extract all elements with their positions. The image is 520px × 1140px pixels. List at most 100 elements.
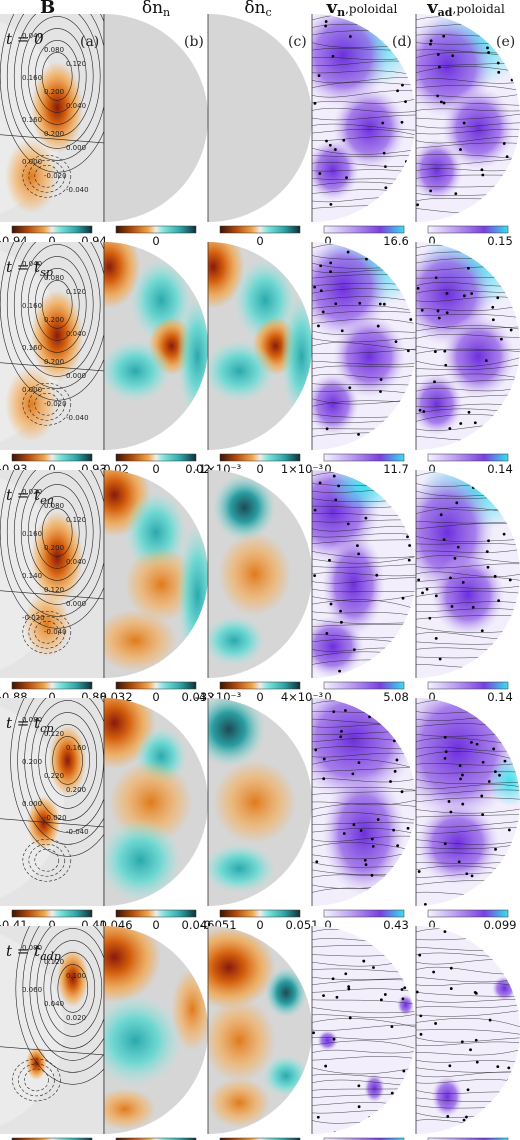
b-field-blob — [27, 795, 61, 850]
streamline-arrow — [445, 291, 449, 295]
streamline-arrow — [417, 578, 421, 582]
streamline — [416, 122, 520, 129]
streamline-arrow — [357, 552, 361, 556]
streamline-arrow — [442, 34, 446, 38]
contour-label: 0.100 — [66, 972, 86, 980]
streamline-arrow — [313, 508, 317, 512]
streamline-arrow — [340, 729, 343, 733]
contour-line-dashed — [28, 387, 66, 421]
streamline — [416, 136, 520, 144]
velocity-blob — [322, 770, 406, 896]
streamline-arrow — [400, 988, 404, 991]
streamline-arrow — [394, 340, 398, 343]
streamline-arrow — [487, 780, 491, 783]
streamline-arrow — [334, 302, 338, 306]
streamline — [416, 158, 520, 166]
density-blob — [171, 967, 208, 1051]
streamline-arrow — [318, 481, 322, 485]
streamline-arrow — [370, 837, 374, 841]
streamline — [312, 337, 416, 343]
streamline — [312, 752, 416, 758]
streamline-arrow — [324, 1064, 328, 1068]
contour-line-dashed — [34, 848, 60, 872]
streamline-arrow — [512, 1132, 516, 1134]
colorbar — [11, 681, 93, 690]
streamline-arrow — [390, 1025, 394, 1029]
streamline — [312, 556, 416, 564]
streamline-arrow — [437, 316, 441, 320]
colorbar — [115, 453, 197, 462]
streamline-arrow — [499, 413, 503, 417]
streamline-arrow — [446, 1115, 450, 1118]
streamline — [416, 1010, 520, 1017]
streamline — [312, 107, 416, 113]
contour-label: 0.040 — [66, 102, 86, 110]
streamline-arrow — [500, 428, 504, 432]
streamline-arrow — [447, 800, 451, 803]
streamline-arrow — [406, 1094, 410, 1098]
density-blob — [208, 1077, 271, 1128]
streamline-arrow — [423, 902, 427, 906]
streamline-arrow — [406, 349, 410, 353]
streamline-arrow — [481, 173, 485, 177]
contour-line — [6, 14, 104, 161]
streamline — [416, 142, 520, 149]
streamline — [416, 345, 520, 352]
streamline-arrow — [349, 242, 353, 245]
streamline-arrow — [357, 1105, 361, 1109]
streamline-arrow — [445, 311, 449, 315]
streamline-arrow — [432, 970, 436, 974]
colorbar-ticks: 0 5.08 — [324, 690, 408, 704]
streamline-arrow — [459, 148, 462, 151]
panel-letter: (d) — [392, 34, 412, 50]
streamline-arrow — [339, 609, 342, 613]
streamline — [312, 296, 416, 303]
streamline-arrow — [339, 735, 343, 739]
streamline-arrow — [471, 605, 475, 609]
streamline-arrow — [405, 502, 409, 506]
streamline-arrow — [408, 176, 412, 179]
streamline-arrow — [492, 747, 496, 751]
colorbar-tick: 0 — [428, 690, 435, 704]
streamline-arrow — [376, 818, 380, 821]
contour-label: 0.120 — [66, 288, 86, 296]
streamline — [416, 1037, 520, 1043]
streamline — [416, 585, 520, 590]
streamline-arrow — [488, 486, 492, 490]
streamline-arrow — [450, 605, 454, 608]
contour-label: 0.120 — [66, 516, 86, 524]
colorbar-tick: 0 — [428, 918, 435, 932]
streamline-arrow — [461, 802, 465, 806]
colorbar — [115, 909, 197, 918]
streamline-arrow — [347, 985, 351, 989]
streamline-arrow — [329, 202, 333, 206]
streamline — [416, 66, 520, 74]
streamline-arrow — [401, 997, 405, 1001]
streamline-arrow — [434, 1022, 437, 1025]
streamline-arrow — [407, 523, 410, 527]
panel-v-n: 00.019 — [311, 926, 416, 1140]
streamline-arrow — [313, 285, 317, 289]
contour-line — [20, 244, 94, 365]
streamline-arrow — [358, 301, 362, 305]
streamline-arrow — [428, 616, 432, 620]
contour-label: 0.200 — [44, 88, 64, 96]
streamline-arrow — [491, 658, 495, 662]
streamline-arrow — [379, 998, 383, 1002]
streamline-arrow — [313, 101, 317, 105]
streamline-arrow — [443, 756, 447, 760]
time-label: t = 0 — [6, 30, 44, 48]
velocity-blob — [312, 138, 359, 202]
streamline-arrow — [406, 535, 409, 539]
density-blob — [104, 339, 172, 403]
streamline — [312, 1024, 416, 1031]
colorbar-tick: 0 — [48, 918, 55, 932]
streamline — [312, 572, 416, 577]
streamline-arrow — [363, 858, 367, 862]
streamline-arrow — [395, 758, 399, 762]
streamline-arrow — [324, 20, 328, 23]
velocity-blob — [317, 1030, 338, 1051]
streamline-arrow — [487, 881, 490, 885]
colorbar — [11, 1137, 93, 1140]
